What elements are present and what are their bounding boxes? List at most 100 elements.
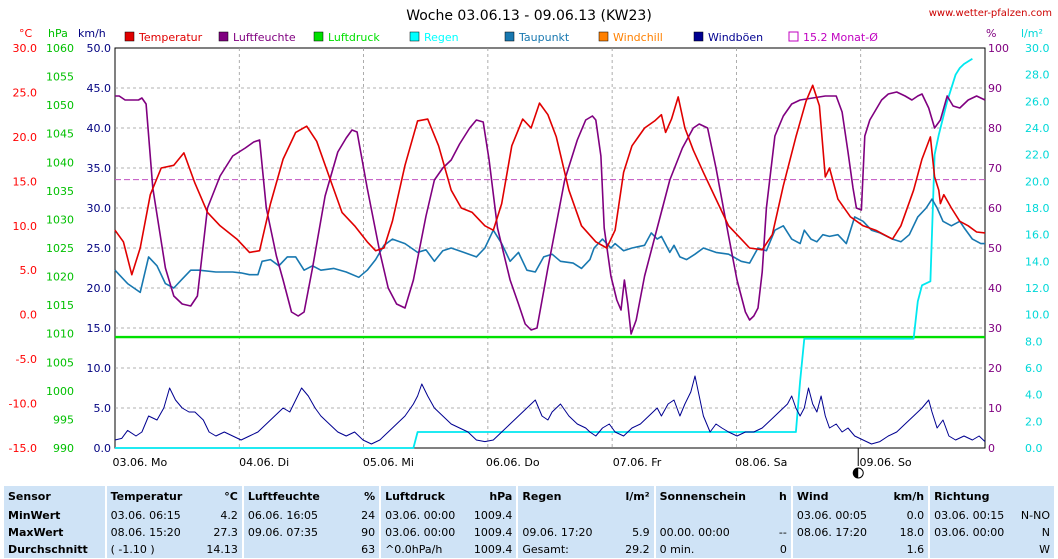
stat-cell: 03.06. 06:15 4.2: [106, 507, 242, 525]
rain-tick-label: 20.0: [1025, 175, 1050, 188]
press-unit: hPa: [48, 27, 68, 40]
stat-cell: [518, 507, 654, 525]
stat-cell: 03.06. 00:00 1009.4: [381, 507, 517, 525]
legend-swatch: [409, 31, 420, 42]
x-tick-label: 07.06. Fr: [613, 456, 662, 469]
legend-item: Windchill: [613, 31, 663, 44]
series-gust-line: [114, 375, 986, 445]
hum-tick-label: 10: [988, 402, 1002, 415]
rain-tick-label: 24.0: [1025, 122, 1050, 135]
cell-left-text: 09.06. 07:35: [247, 526, 319, 540]
cell-left-text: 03.06. 00:05: [796, 509, 868, 523]
hum-tick-label: 60: [988, 202, 1002, 215]
cell-left-text: 03.06. 00:15: [934, 509, 1005, 523]
stat-cell: 03.06. 00:15 N-NO: [930, 507, 1054, 525]
cell-right-text: km/h: [893, 490, 925, 504]
press-tick-label: 1015: [46, 299, 74, 312]
series-temp-line: [114, 84, 986, 276]
rain-unit: l/m²: [1021, 27, 1043, 40]
stat-cell: W: [930, 541, 1054, 558]
wind-tick-label: 50.0: [87, 42, 112, 55]
cell-left-text: 09.06. 17:20: [522, 526, 593, 540]
cell-left-text: 03.06. 00:00: [385, 526, 456, 540]
table-row: Durchschnitt ( -1.10 ) 14.13 63 ^0.0hPa/h 100…: [4, 541, 1054, 558]
cell-right-text: 1009.4: [473, 509, 513, 523]
legend-item: Regen: [424, 31, 459, 44]
cell-left-text: 03.06. 00:00: [385, 509, 456, 523]
series-rain-line: [115, 57, 973, 449]
temp-tick-label: 30.0: [13, 42, 38, 55]
cell-left-text: Temperatur: [110, 490, 183, 504]
press-tick-label: 1005: [46, 356, 74, 369]
cell-right-text: 0.0: [906, 509, 925, 523]
legend-item: Temperatur: [138, 31, 203, 44]
cell-right-text: hPa: [489, 490, 513, 504]
hum-tick-label: 20: [988, 362, 1002, 375]
legend-item: Luftdruck: [328, 31, 380, 44]
wind-tick-label: 40.0: [87, 122, 112, 135]
hum-tick-label: 40: [988, 282, 1002, 295]
cell-right-text: 24: [361, 509, 376, 523]
cell-right-text: 1009.4: [473, 526, 513, 540]
press-tick-label: 1030: [46, 213, 74, 226]
cell-left-text: Sensor: [8, 490, 51, 504]
cell-left-text: Regen: [522, 490, 562, 504]
wind-tick-label: 45.0: [87, 82, 112, 95]
legend-swatch: [504, 31, 515, 42]
wind-tick-label: 10.0: [87, 362, 112, 375]
series-dew-line: [114, 198, 985, 294]
stat-cell: Temperatur °C: [106, 486, 242, 508]
cell-right-text: %: [364, 490, 376, 504]
cell-left-text: ( -1.10 ): [110, 543, 155, 557]
cell-right-text: h: [779, 490, 787, 504]
statistics-table: Sensor Temperatur °C Luftfeuchte% Luftdruck h…: [2, 486, 1056, 558]
cell-right-text: 27.3: [213, 526, 238, 540]
hum-tick-label: 70: [988, 162, 1002, 175]
cell-left-text: 00.00. 00:00: [659, 526, 730, 540]
cell-left-text: 0 min.: [659, 543, 695, 557]
rain-tick-label: 18.0: [1025, 202, 1050, 215]
table-row: MinWert 03.06. 06:15 4.2 06.06. 16:05 24 03.0…: [4, 507, 1054, 525]
rain-tick-label: 0.0: [1025, 442, 1043, 455]
temp-tick-label: -15.0: [9, 442, 37, 455]
cell-right-text: 63: [361, 543, 376, 557]
legend-item: Luftfeuchte: [233, 31, 296, 44]
stat-cell: 03.06. 00:00 N: [930, 524, 1054, 542]
press-tick-label: 1045: [46, 128, 74, 141]
legend-item: Taupunkt: [518, 31, 570, 44]
cell-right-text: 90: [361, 526, 376, 540]
cell-right-text: 4.2: [220, 509, 238, 523]
press-tick-label: 1020: [46, 271, 74, 284]
stat-cell: 09.06. 17:20 5.9: [518, 524, 654, 542]
rain-tick-label: 4.0: [1025, 389, 1043, 402]
temp-tick-label: 10.0: [13, 220, 38, 233]
wind-tick-label: 30.0: [87, 202, 112, 215]
cell-left-text: MaxWert: [8, 526, 64, 540]
hum-tick-label: 100: [988, 42, 1009, 55]
stat-cell: [655, 507, 791, 525]
row-label-cell: Durchschnitt: [4, 541, 105, 558]
stat-cell: Gesamt: 29.2: [518, 541, 654, 558]
wind-tick-label: 15.0: [87, 322, 112, 335]
wind-tick-label: 20.0: [87, 282, 112, 295]
cell-right-text: 14.13: [206, 543, 238, 557]
cell-left-text: Gesamt:: [522, 543, 569, 557]
hum-tick-label: 90: [988, 82, 1002, 95]
rain-tick-label: 14.0: [1025, 255, 1050, 268]
hum-tick-label: 0: [988, 442, 995, 455]
press-tick-label: 1000: [46, 385, 74, 398]
legend-item: 15.2 Monat-Ø: [803, 31, 878, 44]
temp-tick-label: 0.0: [20, 309, 38, 322]
stat-cell: 63: [243, 541, 380, 558]
press-tick-label: 1010: [46, 328, 74, 341]
stat-cell: 00.00. 00:00 --: [655, 524, 791, 542]
chart-source: www.wetter-pfalzen.com: [929, 8, 1052, 19]
rain-tick-label: 12.0: [1025, 282, 1050, 295]
x-tick-label: 04.06. Di: [239, 456, 289, 469]
stat-cell: ( -1.10 ) 14.13: [106, 541, 242, 558]
legend-swatch: [124, 31, 135, 42]
cell-right-text: --: [778, 526, 787, 540]
rain-tick-label: 16.0: [1025, 229, 1050, 242]
cell-left-text: 06.06. 16:05: [247, 509, 319, 523]
stat-cell: Sonnenschein h: [655, 486, 791, 508]
